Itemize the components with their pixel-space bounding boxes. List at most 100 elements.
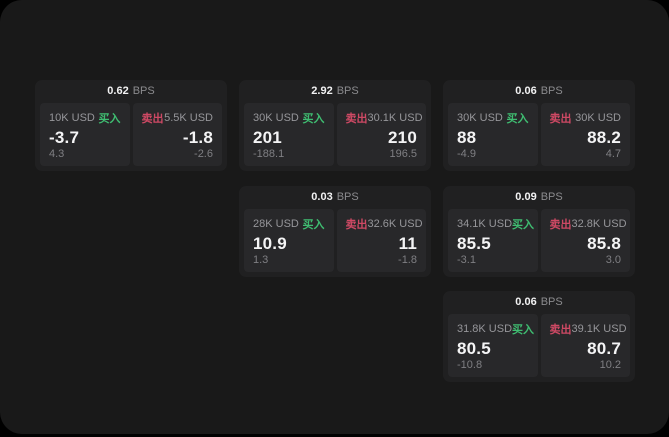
buy-top-row: 34.1K USD 买入 bbox=[457, 216, 534, 232]
buy-amount: 30K USD bbox=[457, 112, 503, 124]
buy-top-row: 28K USD 买入 bbox=[253, 216, 325, 232]
quote-card: 0.06 BPS 30K USD 买入 88 -4.9 卖出 30K USD 8… bbox=[443, 80, 635, 171]
bps-unit-label: BPS bbox=[132, 85, 155, 97]
sell-change: 4.7 bbox=[605, 148, 621, 160]
sell-price: 85.8 bbox=[587, 234, 621, 253]
spread-header: 0.62 BPS bbox=[35, 80, 227, 103]
buy-price: -3.7 bbox=[49, 128, 80, 147]
buy-price: 10.9 bbox=[253, 234, 287, 253]
buy-change: -4.9 bbox=[457, 148, 476, 160]
buy-top-row: 30K USD 买入 bbox=[457, 110, 529, 126]
spread-value: 0.62 bbox=[107, 85, 129, 97]
buy-top-row: 10K USD 买入 bbox=[49, 110, 121, 126]
bps-unit-label: BPS bbox=[540, 296, 563, 308]
quote-body: 30K USD 买入 88 -4.9 卖出 30K USD 88.2 4.7 bbox=[443, 103, 635, 166]
buy-price: 80.5 bbox=[457, 339, 491, 358]
sell-price: 11 bbox=[398, 234, 417, 253]
sell-panel[interactable]: 卖出 39.1K USD 80.7 10.2 bbox=[540, 314, 630, 377]
spread-header: 0.09 BPS bbox=[443, 186, 635, 209]
sell-panel[interactable]: 卖出 30K USD 88.2 4.7 bbox=[540, 103, 630, 166]
bps-unit-label: BPS bbox=[540, 191, 563, 203]
quote-body: 28K USD 买入 10.9 1.3 卖出 32.6K USD 11 -1.8 bbox=[239, 209, 431, 272]
sell-top-row: 卖出 5.5K USD bbox=[142, 110, 214, 126]
sell-label: 卖出 bbox=[549, 113, 572, 125]
buy-change: -10.8 bbox=[457, 359, 483, 371]
buy-top-row: 30K USD 买入 bbox=[253, 110, 325, 126]
spread-value: 0.06 bbox=[515, 296, 537, 308]
buy-change: 1.3 bbox=[253, 254, 269, 266]
spread-header: 2.92 BPS bbox=[239, 80, 431, 103]
quote-card: 2.92 BPS 30K USD 买入 201 -188.1 卖出 30.1K … bbox=[239, 80, 431, 171]
quote-card: 0.09 BPS 34.1K USD 买入 85.5 -3.1 卖出 32.8K… bbox=[443, 186, 635, 277]
bps-unit-label: BPS bbox=[336, 191, 359, 203]
sell-panel[interactable]: 卖出 32.8K USD 85.8 3.0 bbox=[540, 209, 630, 272]
sell-panel[interactable]: 卖出 30.1K USD 210 196.5 bbox=[336, 103, 426, 166]
sell-amount: 30.1K USD bbox=[367, 112, 423, 124]
spread-header: 0.06 BPS bbox=[443, 80, 635, 103]
buy-label: 买入 bbox=[512, 219, 535, 231]
buy-price: 88 bbox=[457, 128, 477, 147]
sell-amount: 32.8K USD bbox=[571, 218, 627, 230]
buy-amount: 30K USD bbox=[253, 112, 299, 124]
sell-top-row: 卖出 30.1K USD bbox=[345, 110, 423, 126]
buy-price: 85.5 bbox=[457, 234, 491, 253]
sell-change: 3.0 bbox=[605, 254, 621, 266]
buy-panel[interactable]: 34.1K USD 买入 85.5 -3.1 bbox=[448, 209, 538, 272]
sell-change: -1.8 bbox=[398, 254, 417, 266]
quote-card: 0.06 BPS 31.8K USD 买入 80.5 -10.8 卖出 39.1… bbox=[443, 291, 635, 382]
buy-panel[interactable]: 30K USD 买入 88 -4.9 bbox=[448, 103, 538, 166]
buy-amount: 34.1K USD bbox=[457, 218, 513, 230]
spread-value: 2.92 bbox=[311, 85, 333, 97]
sell-change: 10.2 bbox=[599, 359, 621, 371]
sell-change: 196.5 bbox=[389, 148, 417, 160]
sell-amount: 30K USD bbox=[575, 112, 621, 124]
spread-value: 0.09 bbox=[515, 191, 537, 203]
buy-label: 买入 bbox=[98, 113, 121, 125]
quote-body: 30K USD 买入 201 -188.1 卖出 30.1K USD 210 1… bbox=[239, 103, 431, 166]
buy-label: 买入 bbox=[302, 113, 325, 125]
sell-amount: 39.1K USD bbox=[571, 323, 627, 335]
quote-body: 34.1K USD 买入 85.5 -3.1 卖出 32.8K USD 85.8… bbox=[443, 209, 635, 272]
sell-top-row: 卖出 32.6K USD bbox=[345, 216, 423, 232]
sell-label: 卖出 bbox=[345, 219, 368, 231]
quote-card: 0.62 BPS 10K USD 买入 -3.7 4.3 卖出 5.5K USD… bbox=[35, 80, 227, 171]
spread-value: 0.06 bbox=[515, 85, 537, 97]
quote-body: 31.8K USD 买入 80.5 -10.8 卖出 39.1K USD 80.… bbox=[443, 314, 635, 377]
quote-card: 0.03 BPS 28K USD 买入 10.9 1.3 卖出 32.6K US… bbox=[239, 186, 431, 277]
buy-label: 买入 bbox=[506, 113, 529, 125]
sell-label: 卖出 bbox=[549, 324, 572, 336]
buy-change: 4.3 bbox=[49, 148, 65, 160]
buy-price: 201 bbox=[253, 128, 282, 147]
buy-label: 买入 bbox=[302, 219, 325, 231]
buy-change: -188.1 bbox=[253, 148, 285, 160]
sell-panel[interactable]: 卖出 32.6K USD 11 -1.8 bbox=[336, 209, 426, 272]
quote-body: 10K USD 买入 -3.7 4.3 卖出 5.5K USD -1.8 -2.… bbox=[35, 103, 227, 166]
buy-amount: 28K USD bbox=[253, 218, 299, 230]
sell-panel[interactable]: 卖出 5.5K USD -1.8 -2.6 bbox=[132, 103, 222, 166]
sell-top-row: 卖出 39.1K USD bbox=[549, 321, 627, 337]
buy-panel[interactable]: 30K USD 买入 201 -188.1 bbox=[244, 103, 334, 166]
spread-header: 0.06 BPS bbox=[443, 291, 635, 314]
buy-panel[interactable]: 28K USD 买入 10.9 1.3 bbox=[244, 209, 334, 272]
sell-price: 88.2 bbox=[587, 128, 621, 147]
buy-label: 买入 bbox=[512, 324, 535, 336]
bps-unit-label: BPS bbox=[336, 85, 359, 97]
sell-label: 卖出 bbox=[549, 219, 572, 231]
sell-amount: 32.6K USD bbox=[367, 218, 423, 230]
buy-panel[interactable]: 10K USD 买入 -3.7 4.3 bbox=[40, 103, 130, 166]
sell-change: -2.6 bbox=[194, 148, 213, 160]
buy-amount: 31.8K USD bbox=[457, 323, 513, 335]
sell-label: 卖出 bbox=[141, 113, 164, 125]
bps-unit-label: BPS bbox=[540, 85, 563, 97]
buy-change: -3.1 bbox=[457, 254, 476, 266]
spread-value: 0.03 bbox=[311, 191, 333, 203]
buy-panel[interactable]: 31.8K USD 买入 80.5 -10.8 bbox=[448, 314, 538, 377]
spread-header: 0.03 BPS bbox=[239, 186, 431, 209]
sell-price: 80.7 bbox=[587, 339, 621, 358]
buy-top-row: 31.8K USD 买入 bbox=[457, 321, 534, 337]
sell-amount: 5.5K USD bbox=[164, 112, 213, 124]
sell-price: 210 bbox=[388, 128, 417, 147]
sell-price: -1.8 bbox=[182, 128, 213, 147]
sell-label: 卖出 bbox=[345, 113, 368, 125]
